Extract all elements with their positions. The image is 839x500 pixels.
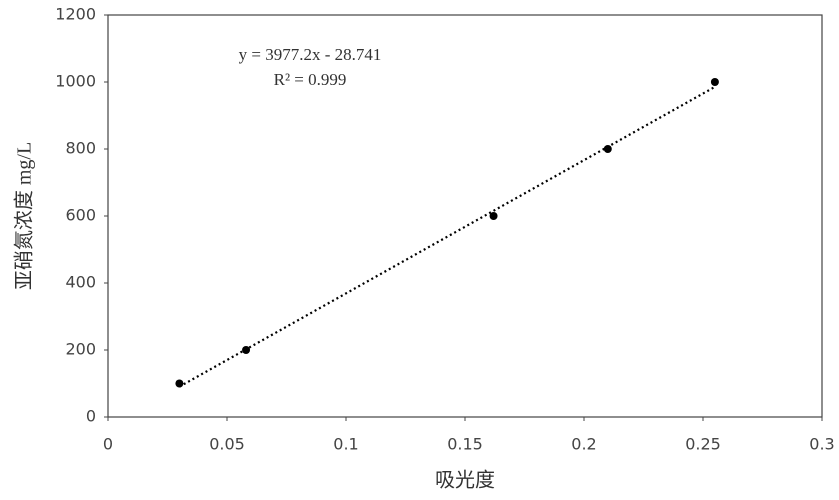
x-tick-label: 0.1 bbox=[333, 435, 358, 454]
data-point bbox=[710, 78, 719, 86]
y-tick-label: 200 bbox=[65, 340, 96, 359]
x-axis-label: 吸光度 bbox=[435, 469, 495, 492]
x-tick-label: 0.3 bbox=[809, 435, 834, 454]
y-tick-label: 0 bbox=[86, 407, 96, 426]
r-squared: R² = 0.999 bbox=[274, 70, 347, 89]
y-tick-label: 400 bbox=[65, 273, 96, 292]
y-tick-label: 1000 bbox=[55, 72, 96, 91]
y-tick-label: 1200 bbox=[55, 5, 96, 24]
x-tick-label: 0.25 bbox=[685, 435, 721, 454]
x-tick-label: 0.15 bbox=[447, 435, 483, 454]
x-tick-label: 0.2 bbox=[571, 435, 596, 454]
data-point bbox=[242, 346, 251, 354]
data-point bbox=[603, 145, 612, 153]
y-tick-label: 600 bbox=[65, 206, 96, 225]
trendline bbox=[178, 85, 716, 388]
y-axis-label: 亚硝氮浓度 mg/L bbox=[13, 142, 36, 290]
plot-frame bbox=[107, 14, 823, 418]
x-tick-label: 0.05 bbox=[209, 435, 245, 454]
equation: y = 3977.2x - 28.741 bbox=[239, 45, 382, 64]
y-tick-label: 800 bbox=[65, 139, 96, 158]
data-point bbox=[489, 212, 498, 220]
x-tick-label: 0 bbox=[103, 435, 113, 454]
data-point bbox=[175, 379, 184, 388]
